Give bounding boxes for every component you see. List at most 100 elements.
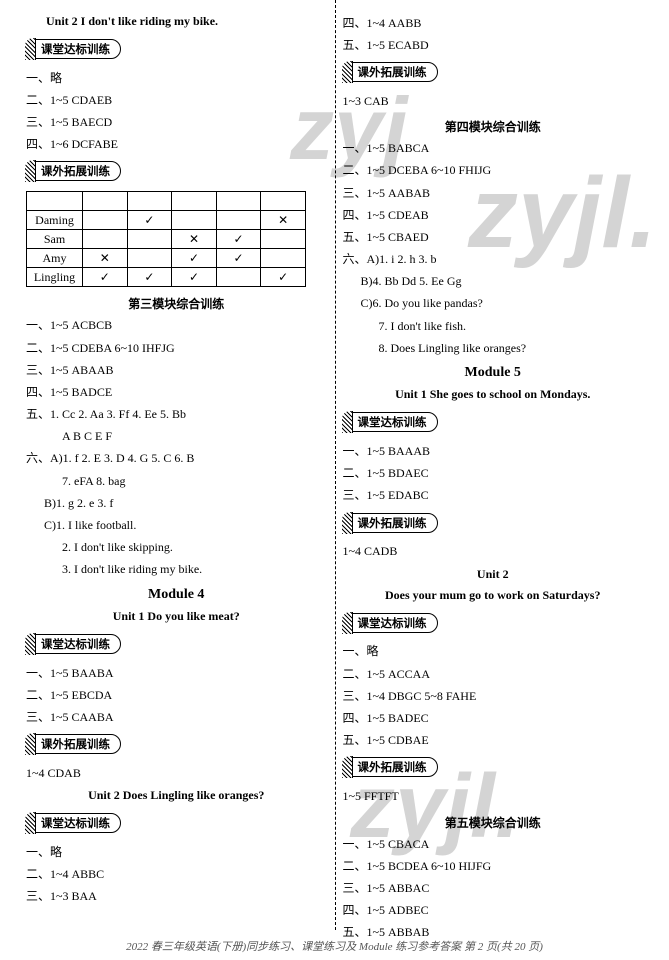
unit-subtitle: Does your mum go to work on Saturdays? xyxy=(343,588,644,603)
unit-title: Unit 2 I don't like riding my bike. xyxy=(46,14,327,29)
answer-line: 四、1~6 DCFABE xyxy=(26,135,327,154)
table-cell: ✓ xyxy=(172,249,217,268)
module-title: Module 4 xyxy=(26,587,327,603)
answer-line: 三、1~3 BAA xyxy=(26,887,327,906)
section-label: 课堂达标训练 xyxy=(343,412,438,432)
table-cell: ✕ xyxy=(261,211,306,230)
answer-line: 3. I don't like riding my bike. xyxy=(26,560,327,579)
answer-line: 8. Does Lingling like oranges? xyxy=(343,339,644,358)
answer-line: 三、1~5 ABBAC xyxy=(343,879,644,898)
answer-line: C)6. Do you like pandas? xyxy=(343,294,644,313)
answer-line: 五、1~5 ECABD xyxy=(343,36,644,55)
table-cell: ✓ xyxy=(127,268,172,287)
answer-line: 三、1~5 ABAAB xyxy=(26,361,327,380)
answer-line: 1~3 CAB xyxy=(343,92,644,111)
answer-line: 四、1~5 BADEC xyxy=(343,709,644,728)
page-footer: 2022 春三年级英语(下册)同步练习、课堂练习及 Module 练习参考答案 … xyxy=(0,938,669,954)
section-label: 课堂达标训练 xyxy=(343,613,438,633)
answer-line: 1~4 CDAB xyxy=(26,764,327,783)
answer-table: Daming ✓ ✕ Sam ✕ ✓ Amy ✕ ✓ ✓ xyxy=(26,191,306,287)
table-cell xyxy=(127,230,172,249)
table-cell xyxy=(83,230,128,249)
answer-line: 二、1~5 CDEBA 6~10 IHFJG xyxy=(26,339,327,358)
answer-line: 一、略 xyxy=(26,843,327,862)
section-label: 课堂达标训练 xyxy=(26,39,121,59)
unit-title: Unit 2 xyxy=(343,567,644,582)
answer-line: 二、1~5 ACCAA xyxy=(343,665,644,684)
table-cell xyxy=(261,230,306,249)
module-title: Module 5 xyxy=(343,365,644,381)
answer-line: 五、1. Cc 2. Aa 3. Ff 4. Ee 5. Bb xyxy=(26,405,327,424)
answer-line: 一、略 xyxy=(26,69,327,88)
table-row-name: Sam xyxy=(27,230,83,249)
section-subtitle: 第四模块综合训练 xyxy=(343,118,644,135)
answer-line: 一、1~5 BAAAB xyxy=(343,442,644,461)
table-cell: ✓ xyxy=(261,268,306,287)
section-label: 课外拓展训练 xyxy=(343,62,438,82)
table-cell: ✓ xyxy=(172,268,217,287)
answer-line: 六、A)1. i 2. h 3. b xyxy=(343,250,644,269)
table-cell: ✓ xyxy=(216,249,261,268)
answer-line: 二、1~5 EBCDA xyxy=(26,686,327,705)
section-label: 课堂达标训练 xyxy=(26,634,121,654)
answer-line: 一、1~5 ACBCB xyxy=(26,316,327,335)
answer-line: 2. I don't like skipping. xyxy=(26,538,327,557)
answer-line: B)1. g 2. e 3. f xyxy=(26,494,327,513)
table-cell xyxy=(216,268,261,287)
answer-line: 一、1~5 CBACA xyxy=(343,835,644,854)
table-cell: ✕ xyxy=(172,230,217,249)
section-label: 课外拓展训练 xyxy=(26,734,121,754)
right-column: 四、1~4 AABB 五、1~5 ECABD 课外拓展训练 1~3 CAB 第四… xyxy=(335,10,652,945)
table-cell xyxy=(127,249,172,268)
unit-title: Unit 1 She goes to school on Mondays. xyxy=(343,387,644,402)
unit-title: Unit 2 Does Lingling like oranges? xyxy=(26,788,327,803)
answer-line: 二、1~5 DCEBA 6~10 FHIJG xyxy=(343,161,644,180)
answer-line: 三、1~5 BAECD xyxy=(26,113,327,132)
section-label: 课堂达标训练 xyxy=(26,813,121,833)
answer-line: 三、1~5 CAABA xyxy=(26,708,327,727)
answer-line: A B C E F xyxy=(26,427,327,446)
section-subtitle: 第三模块综合训练 xyxy=(26,295,327,312)
answer-line: 三、1~5 EDABC xyxy=(343,486,644,505)
answer-line: 1~5 FFTFT xyxy=(343,787,644,806)
table-cell xyxy=(172,211,217,230)
table-cell: ✕ xyxy=(83,249,128,268)
answer-line: 一、1~5 BABCA xyxy=(343,139,644,158)
answer-line: 三、1~4 DBGC 5~8 FAHE xyxy=(343,687,644,706)
answer-line: 7. eFA 8. bag xyxy=(26,472,327,491)
table-row-name: Amy xyxy=(27,249,83,268)
table-row-name: Lingling xyxy=(27,268,83,287)
section-label: 课外拓展训练 xyxy=(343,513,438,533)
answer-line: 四、1~5 BADCE xyxy=(26,383,327,402)
answer-line: 六、A)1. f 2. E 3. D 4. G 5. C 6. B xyxy=(26,449,327,468)
section-label: 课外拓展训练 xyxy=(26,161,121,181)
answer-line: C)1. I like football. xyxy=(26,516,327,535)
section-subtitle: 第五模块综合训练 xyxy=(343,814,644,831)
answer-line: 五、1~5 CDBAE xyxy=(343,731,644,750)
answer-line: 二、1~5 BCDEA 6~10 HIJFG xyxy=(343,857,644,876)
answer-line: 一、1~5 BAABA xyxy=(26,664,327,683)
answer-line: 四、1~5 CDEAB xyxy=(343,206,644,225)
answer-line: 四、1~5 ADBEC xyxy=(343,901,644,920)
table-cell: ✓ xyxy=(216,230,261,249)
answer-line: 二、1~4 ABBC xyxy=(26,865,327,884)
left-column: Unit 2 I don't like riding my bike. 课堂达标… xyxy=(18,10,335,945)
answer-line: 四、1~4 AABB xyxy=(343,14,644,33)
answer-line: 三、1~5 AABAB xyxy=(343,184,644,203)
answer-line: 五、1~5 CBAED xyxy=(343,228,644,247)
page-container: Unit 2 I don't like riding my bike. 课堂达标… xyxy=(0,0,669,945)
table-cell: ✓ xyxy=(127,211,172,230)
answer-line: 7. I don't like fish. xyxy=(343,317,644,336)
unit-title: Unit 1 Do you like meat? xyxy=(26,609,327,624)
table-cell xyxy=(261,249,306,268)
section-label: 课外拓展训练 xyxy=(343,757,438,777)
answer-line: 二、1~5 BDAEC xyxy=(343,464,644,483)
table-cell: ✓ xyxy=(83,268,128,287)
table-cell xyxy=(83,211,128,230)
answer-line: 1~4 CADB xyxy=(343,542,644,561)
answer-line: B)4. Bb Dd 5. Ee Gg xyxy=(343,272,644,291)
table-row-name: Daming xyxy=(27,211,83,230)
answer-line: 二、1~5 CDAEB xyxy=(26,91,327,110)
table-cell xyxy=(216,211,261,230)
answer-line: 一、略 xyxy=(343,642,644,661)
